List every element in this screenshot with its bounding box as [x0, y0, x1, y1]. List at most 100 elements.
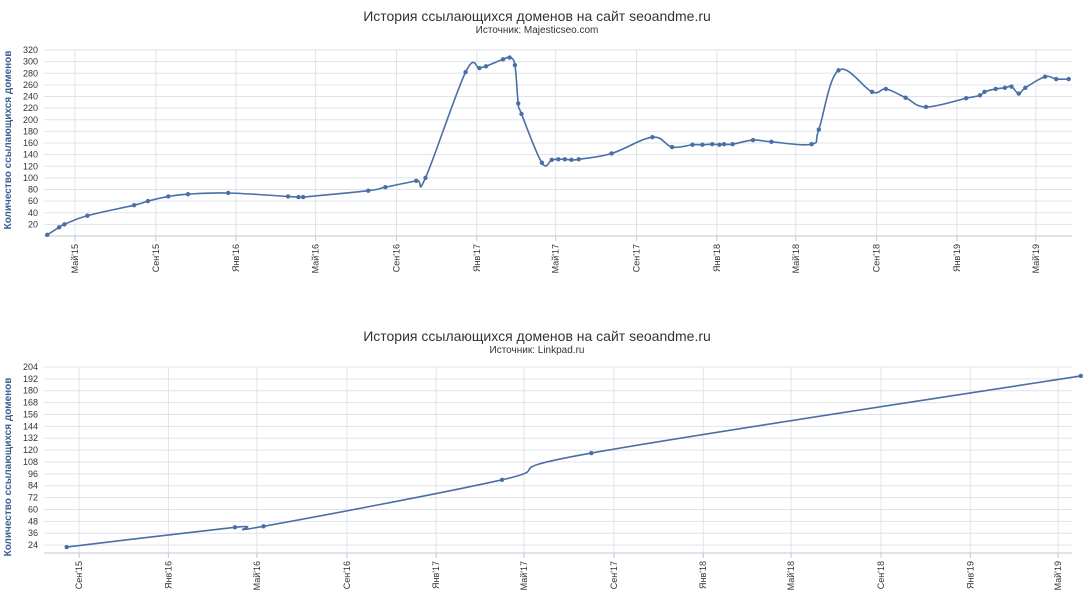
data-point[interactable]	[730, 141, 735, 147]
data-point[interactable]	[1016, 91, 1021, 96]
data-point[interactable]	[717, 142, 722, 147]
data-point[interactable]	[225, 190, 231, 196]
y-tick-label: 20	[28, 219, 38, 229]
y-tick-label: 260	[23, 80, 38, 90]
data-point[interactable]	[423, 175, 428, 181]
data-point[interactable]	[650, 134, 655, 140]
y-tick-label: 48	[28, 516, 38, 526]
data-point[interactable]	[750, 137, 756, 143]
data-point[interactable]	[85, 213, 90, 218]
data-point[interactable]	[366, 188, 371, 193]
data-point[interactable]	[1002, 85, 1008, 90]
data-point[interactable]	[769, 139, 774, 145]
data-point[interactable]	[507, 55, 512, 60]
y-tick-label: 180	[23, 126, 38, 136]
data-point[interactable]	[576, 157, 581, 162]
x-tick-label: Май'17	[519, 561, 529, 590]
data-point[interactable]	[296, 194, 301, 200]
data-point[interactable]	[261, 524, 266, 529]
data-point[interactable]	[1054, 76, 1059, 82]
chart-title: История ссылающихся доменов на сайт seoa…	[363, 8, 711, 24]
data-point[interactable]	[512, 62, 518, 68]
data-point[interactable]	[569, 157, 574, 163]
data-point[interactable]	[383, 184, 388, 190]
data-point[interactable]	[483, 64, 489, 69]
x-tick-label: Янв'16	[231, 244, 241, 272]
y-tick-label: 300	[23, 57, 38, 67]
x-tick-label: Янв'18	[698, 561, 708, 589]
data-point[interactable]	[816, 127, 821, 132]
data-point[interactable]	[562, 157, 568, 162]
data-point[interactable]	[131, 202, 137, 208]
data-point[interactable]	[64, 544, 69, 550]
data-point[interactable]	[45, 232, 50, 238]
data-point[interactable]	[1009, 84, 1014, 89]
y-tick-label: 132	[23, 433, 38, 443]
data-point[interactable]	[499, 477, 505, 482]
x-tick-label: Сен'15	[151, 244, 161, 272]
data-point[interactable]	[883, 86, 889, 92]
data-point[interactable]	[809, 141, 814, 147]
data-point[interactable]	[1042, 74, 1048, 79]
x-tick-label: Сен'18	[876, 561, 886, 589]
data-point[interactable]	[232, 525, 238, 530]
data-point[interactable]	[710, 141, 715, 147]
data-point[interactable]	[166, 194, 171, 199]
data-point[interactable]	[977, 93, 983, 98]
data-point[interactable]	[1078, 373, 1083, 379]
y-tick-label: 80	[28, 185, 38, 195]
data-point[interactable]	[477, 65, 482, 71]
data-point[interactable]	[982, 89, 987, 95]
data-point[interactable]	[549, 157, 554, 163]
x-tick-label: Янв'19	[952, 244, 962, 272]
data-point[interactable]	[556, 157, 561, 162]
chart-linkpad: История ссылающихся доменов на сайт seoa…	[3, 328, 1083, 590]
data-point[interactable]	[869, 89, 875, 95]
data-point[interactable]	[1023, 85, 1028, 90]
x-tick-label: Янв'17	[472, 244, 482, 272]
chart-majestic: История ссылающихся доменов на сайт seoa…	[3, 8, 1072, 273]
data-point[interactable]	[589, 450, 594, 456]
y-tick-label: 60	[28, 504, 38, 514]
chart-subtitle: Источник: Majesticseo.com	[476, 25, 599, 36]
data-point[interactable]	[923, 104, 929, 110]
chart-title: История ссылающихся доменов на сайт seoa…	[363, 328, 711, 344]
x-tick-label: Сен'16	[342, 561, 352, 589]
data-point[interactable]	[721, 141, 727, 147]
data-point[interactable]	[56, 225, 62, 230]
y-tick-label: 84	[28, 481, 38, 491]
data-point[interactable]	[500, 57, 506, 62]
data-point[interactable]	[62, 222, 67, 227]
x-tick-label: Сен'15	[74, 561, 84, 589]
data-point[interactable]	[519, 111, 524, 117]
y-tick-label: 100	[23, 173, 38, 183]
x-tick-label: Сен'16	[392, 244, 402, 272]
data-point[interactable]	[836, 68, 841, 73]
x-tick-label: Май'15	[70, 244, 80, 273]
x-tick-label: Май'16	[252, 561, 262, 590]
data-point[interactable]	[539, 160, 545, 165]
data-point[interactable]	[300, 194, 306, 200]
data-point[interactable]	[463, 69, 468, 75]
data-point[interactable]	[609, 151, 614, 156]
y-tick-label: 36	[28, 528, 38, 538]
data-point[interactable]	[669, 144, 675, 150]
data-point[interactable]	[285, 194, 291, 199]
x-tick-label: Май'18	[786, 561, 796, 590]
y-tick-label: 120	[23, 161, 38, 171]
data-point[interactable]	[700, 142, 705, 147]
x-tick-label: Янв'18	[712, 244, 722, 272]
x-tick-label: Май'17	[551, 244, 561, 273]
data-point[interactable]	[145, 198, 151, 204]
data-point[interactable]	[1066, 76, 1071, 82]
y-axis-label: Количество ссылающихся доменов	[3, 378, 14, 557]
data-point[interactable]	[185, 191, 191, 197]
data-point[interactable]	[516, 101, 521, 106]
data-point[interactable]	[414, 178, 419, 183]
data-point[interactable]	[963, 96, 969, 101]
data-point[interactable]	[903, 95, 908, 100]
data-point[interactable]	[993, 86, 998, 92]
data-point[interactable]	[690, 142, 695, 147]
y-tick-label: 24	[28, 540, 38, 550]
y-tick-label: 60	[28, 196, 38, 206]
